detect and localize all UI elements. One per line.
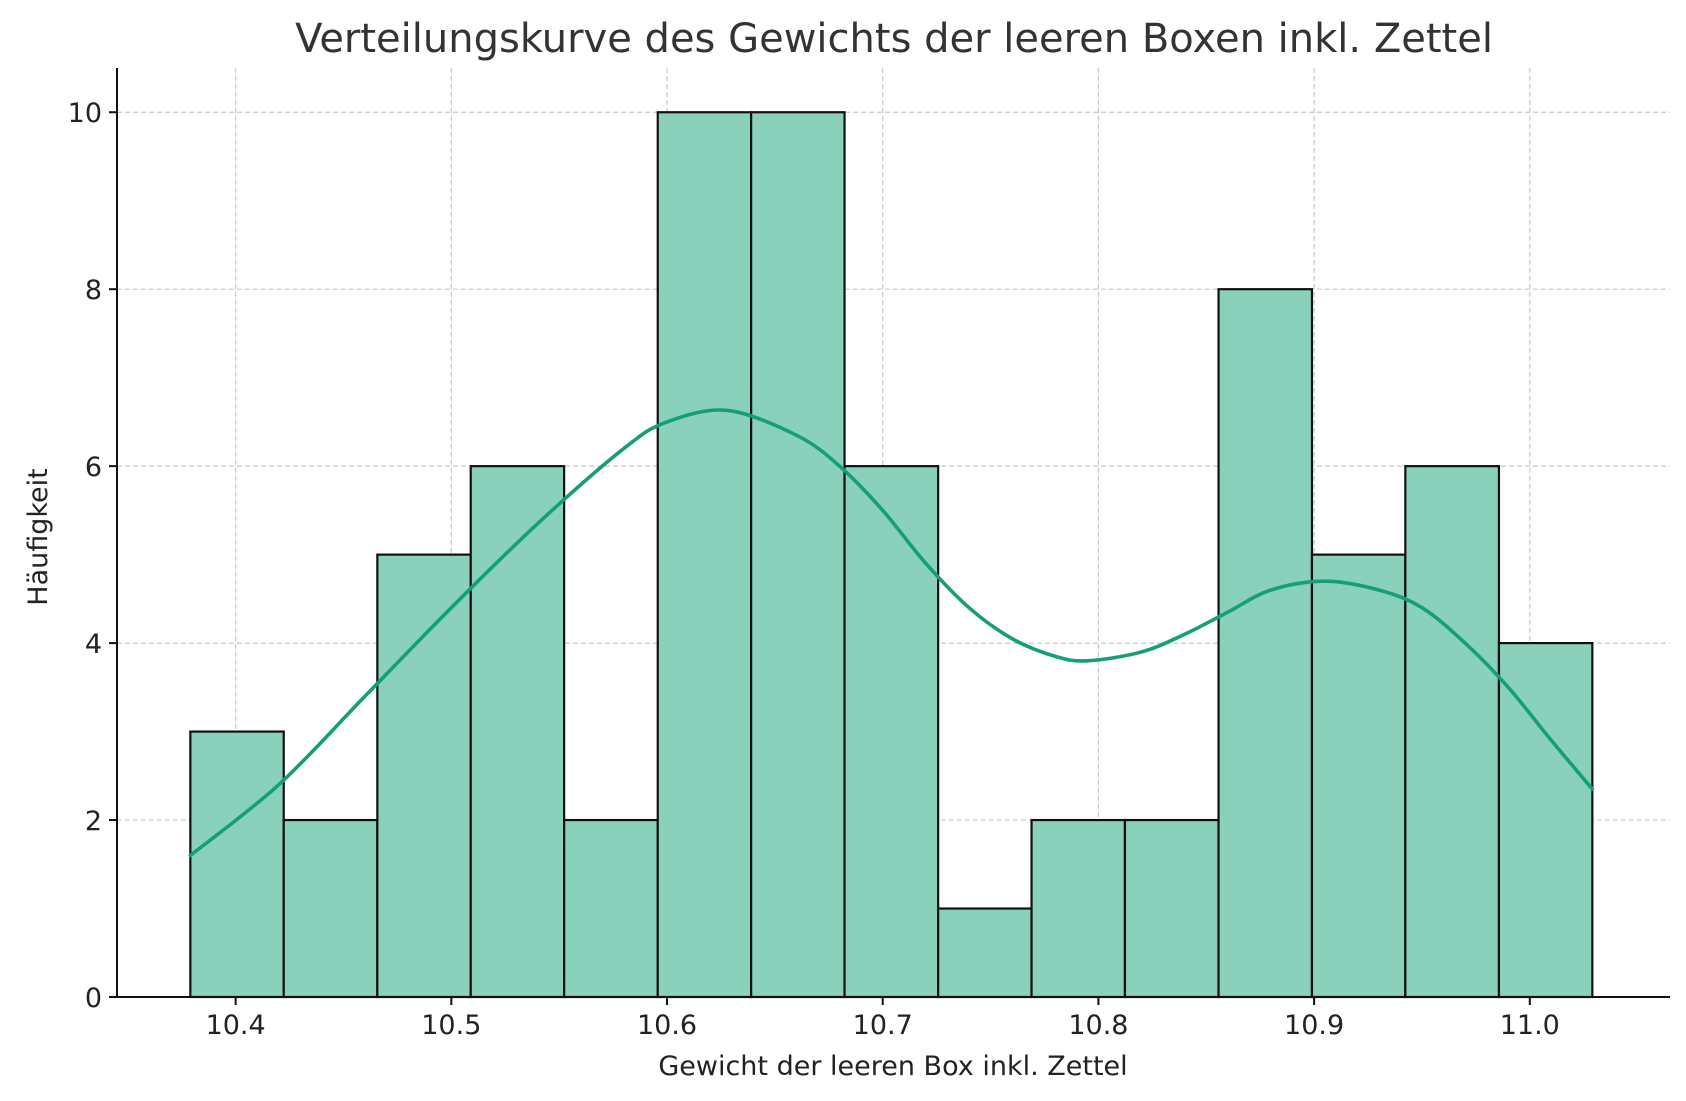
axes [116, 68, 1670, 998]
x-axis-label: Gewicht der leeren Box inkl. Zettel [658, 1051, 1127, 1082]
x-tick-label: 10.5 [421, 1010, 481, 1041]
histogram-bar [1404, 465, 1501, 999]
histogram-bar [1497, 641, 1594, 999]
histogram-bars [189, 111, 1594, 999]
histogram-bar [843, 465, 940, 999]
histogram-bar [189, 730, 285, 999]
x-tick-label: 10.9 [1284, 1010, 1344, 1041]
histogram-bar [750, 111, 846, 999]
y-tick-label: 2 [85, 806, 102, 837]
histogram-bar [563, 818, 659, 999]
histogram-bar [1310, 553, 1407, 999]
y-tick-label: 0 [85, 983, 102, 1014]
chart-title: Verteilungskurve des Gewichts der leeren… [295, 16, 1493, 62]
x-tick-label: 10.6 [637, 1010, 697, 1041]
y-tick-label: 6 [85, 452, 102, 483]
y-tick-label: 4 [85, 629, 102, 660]
histogram-bar [469, 465, 566, 999]
x-tick-label: 10.4 [206, 1010, 266, 1041]
x-tick-label: 11.0 [1500, 1010, 1560, 1041]
histogram-bar [656, 111, 753, 999]
histogram-bar [282, 818, 379, 999]
x-tick-label: 10.7 [853, 1010, 913, 1041]
x-axis-ticks: 10.4 10.5 10.6 10.7 10.8 10.9 11.0 [206, 997, 1560, 1041]
y-axis-ticks: 0 2 4 6 8 10 [68, 98, 117, 1014]
x-tick-label: 10.8 [1068, 1010, 1128, 1041]
histogram-bar [937, 907, 1033, 999]
histogram-bar [1123, 818, 1220, 999]
kde-density-curve [188, 408, 1595, 858]
histogram-bar [376, 553, 472, 999]
histogram-bar [1030, 818, 1127, 999]
y-axis-label: Häufigkeit [23, 468, 54, 605]
y-tick-label: 10 [68, 98, 102, 129]
histogram-bar [1217, 288, 1314, 999]
y-tick-label: 8 [85, 275, 102, 306]
